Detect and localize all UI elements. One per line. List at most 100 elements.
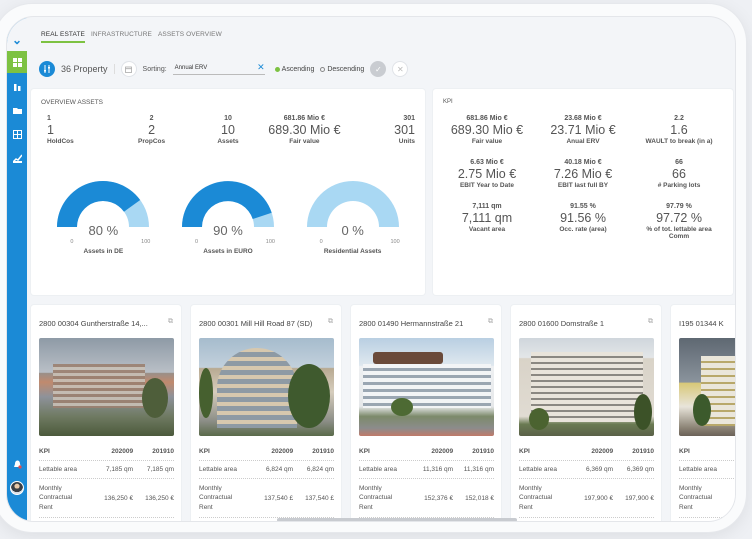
col-period-a: 202009: [111, 448, 134, 455]
calendar-button[interactable]: [120, 61, 137, 77]
property-title[interactable]: 2800 00301 Mill Hill Road 87 (SD): [199, 319, 313, 328]
stat-label: % of tot. lettable area Comm: [646, 226, 712, 240]
col-period-a: 202009: [431, 448, 454, 455]
row-value-b: 136,250 €: [145, 494, 174, 502]
sidebar: ⌄: [7, 17, 27, 521]
property-card[interactable]: 2800 01600 Domstraße 1 ⧉ KPI 202009 201910…: [511, 305, 661, 521]
gauge-value: 90 %: [213, 223, 243, 238]
clear-sort-button[interactable]: ✕: [257, 62, 265, 73]
row-label: Monthly Contractual Rent: [359, 485, 393, 511]
property-card[interactable]: 2800 00301 Mill Hill Road 87 (SD) ⧉ KPI 2…: [191, 305, 341, 521]
sidebar-item-documents[interactable]: [7, 99, 27, 121]
gauge-chart: [306, 181, 399, 227]
kpi-anual-erv: 23.68 Mio €23.71 Mio € Anual ERV: [535, 115, 631, 145]
tab-infrastructure[interactable]: INFRASTRUCTURE: [90, 31, 152, 38]
row-value-b: 197,900 €: [625, 494, 654, 502]
table-row: Monthly Contractual Rent: [679, 479, 735, 519]
property-title[interactable]: 2800 01490 Hermannstraße 21: [359, 319, 464, 328]
external-link-icon[interactable]: ⧉: [488, 318, 493, 325]
col-period-b: 201910: [472, 448, 494, 455]
table-row: Lettable area: [679, 461, 735, 479]
property-photo: [679, 338, 735, 436]
row-value-a: 136,250 €: [104, 494, 134, 502]
property-kpi-table: KPI 202009 201910 Lettable area 6,824 qm 6,8…: [199, 443, 334, 519]
property-card[interactable]: 2800 01490 Hermannstraße 21 ⧉ KPI 202009 2…: [351, 305, 501, 521]
stat-prev: 1: [47, 115, 51, 122]
external-link-icon[interactable]: ⧉: [168, 318, 173, 325]
col-kpi: KPI: [519, 448, 530, 455]
filter-button[interactable]: [39, 61, 55, 77]
row-value-b: 137,540 £: [305, 494, 334, 502]
property-title[interactable]: 2800 00304 Guntherstraße 14,...: [39, 319, 148, 328]
calendar-icon: [125, 66, 132, 73]
sidebar-item-reports[interactable]: [7, 147, 27, 169]
kpi-occ-rate: 91.55 % 91.56 % Occ. rate (area): [535, 203, 631, 240]
row-label: Monthly Contractual Rent: [39, 485, 73, 511]
external-link-icon[interactable]: ⧉: [648, 318, 653, 325]
table-header-row: KPI: [679, 443, 735, 461]
table-row: Lettable area 7,185 qm 7,185 qm: [39, 461, 174, 479]
cancel-sort-button[interactable]: ✕: [392, 61, 409, 77]
stat-value: 97.72 %: [656, 211, 702, 225]
property-card[interactable]: 2800 00304 Guntherstraße 14,... ⧉ KPI 202…: [31, 305, 181, 521]
row-value-a: 6,824 qm: [265, 466, 294, 473]
folder-icon: [12, 107, 22, 114]
stat-value: 689.30 Mio €: [268, 123, 341, 137]
gauge-max: 100: [265, 239, 275, 245]
sort-field-input[interactable]: Annual ERV ✕: [172, 62, 265, 75]
gauge-label: Assets in DE: [83, 248, 124, 255]
stat-value: 1.6: [670, 123, 688, 137]
row-label: Lettable area: [679, 466, 717, 473]
panel-title: OVERVIEW ASSETS: [41, 99, 104, 106]
property-title[interactable]: 2800 01600 Domstraße 1: [519, 319, 605, 328]
stat-prev: 681.86 Mio €: [283, 115, 326, 122]
property-card[interactable]: I195 01344 K KPI Lettable area Monthly C…: [671, 305, 735, 521]
stat-value: 91.56 %: [560, 211, 606, 225]
stat-label: Fair value: [471, 138, 503, 145]
confirm-sort-button[interactable]: ✓: [370, 61, 387, 77]
sorting-label: Sorting:: [142, 65, 167, 73]
row-label: Monthly Contractual Rent: [199, 485, 233, 511]
tab-assets-overview[interactable]: ASSETS OVERVIEW: [157, 31, 222, 38]
stat-value: 7,111 qm: [461, 211, 513, 225]
sidebar-item-dashboard[interactable]: [7, 51, 27, 73]
row-value-a: 152,376 €: [424, 494, 454, 502]
ascending-radio[interactable]: Ascending: [274, 65, 315, 73]
stat-label: Fair value: [289, 138, 320, 145]
kpi-ebit-last-by: 40.18 Mio €7.26 Mio € EBIT last full BY: [535, 159, 631, 189]
notifications-button[interactable]: [7, 453, 27, 475]
property-photo: [519, 338, 654, 436]
tab-bar: REAL ESTATE INFRASTRUCTURE ASSETS OVERVI…: [41, 31, 222, 43]
stat-label: WAULT to break (in a): [645, 138, 713, 145]
table-row: Monthly Contractual Rent 136,250 € 136,250…: [39, 479, 174, 519]
tab-real-estate[interactable]: REAL ESTATE: [41, 31, 85, 43]
kpi-panel: KPI 681.86 Mio €689.30 Mio € Fair value 2…: [433, 89, 733, 295]
sidebar-item-table[interactable]: [7, 123, 27, 145]
stat-label: Anual ERV: [566, 138, 600, 145]
ascending-label: Ascending: [281, 65, 315, 73]
stat-value: 689.30 Mio €: [450, 123, 524, 137]
grid-icon: [12, 57, 22, 67]
sidebar-item-analytics[interactable]: [7, 75, 27, 97]
stat-prev: 23.68 Mio €: [564, 115, 602, 122]
kpi-vacant-area: 7,111 qm 7,111 qm Vacant area: [439, 203, 535, 240]
col-kpi: KPI: [679, 448, 690, 455]
stat-value: 7.26 Mio €: [553, 167, 613, 181]
gauge-min: 0: [70, 239, 74, 245]
stat-label: Assets: [217, 138, 239, 145]
property-photo: [39, 338, 174, 436]
gauge-residential-assets: 0 % 0 100 Residential Assets: [298, 177, 408, 255]
external-link-icon[interactable]: ⧉: [328, 318, 333, 325]
table-row: Lettable area 6,369 qm 6,369 qm: [519, 461, 654, 479]
row-label: Monthly Contractual Rent: [519, 485, 553, 511]
user-avatar-button[interactable]: [7, 477, 27, 499]
descending-radio[interactable]: Descending: [320, 66, 364, 73]
col-period-a: 202009: [591, 448, 614, 455]
collapse-button[interactable]: ⌄: [7, 17, 27, 51]
main-content: REAL ESTATE INFRASTRUCTURE ASSETS OVERVI…: [27, 17, 735, 521]
stat-prev: 301: [403, 115, 415, 122]
stat-value: 66: [672, 167, 686, 181]
stat-label: Units: [398, 138, 415, 145]
property-title[interactable]: I195 01344 K: [679, 319, 724, 328]
horizontal-scrollbar[interactable]: [277, 518, 517, 521]
